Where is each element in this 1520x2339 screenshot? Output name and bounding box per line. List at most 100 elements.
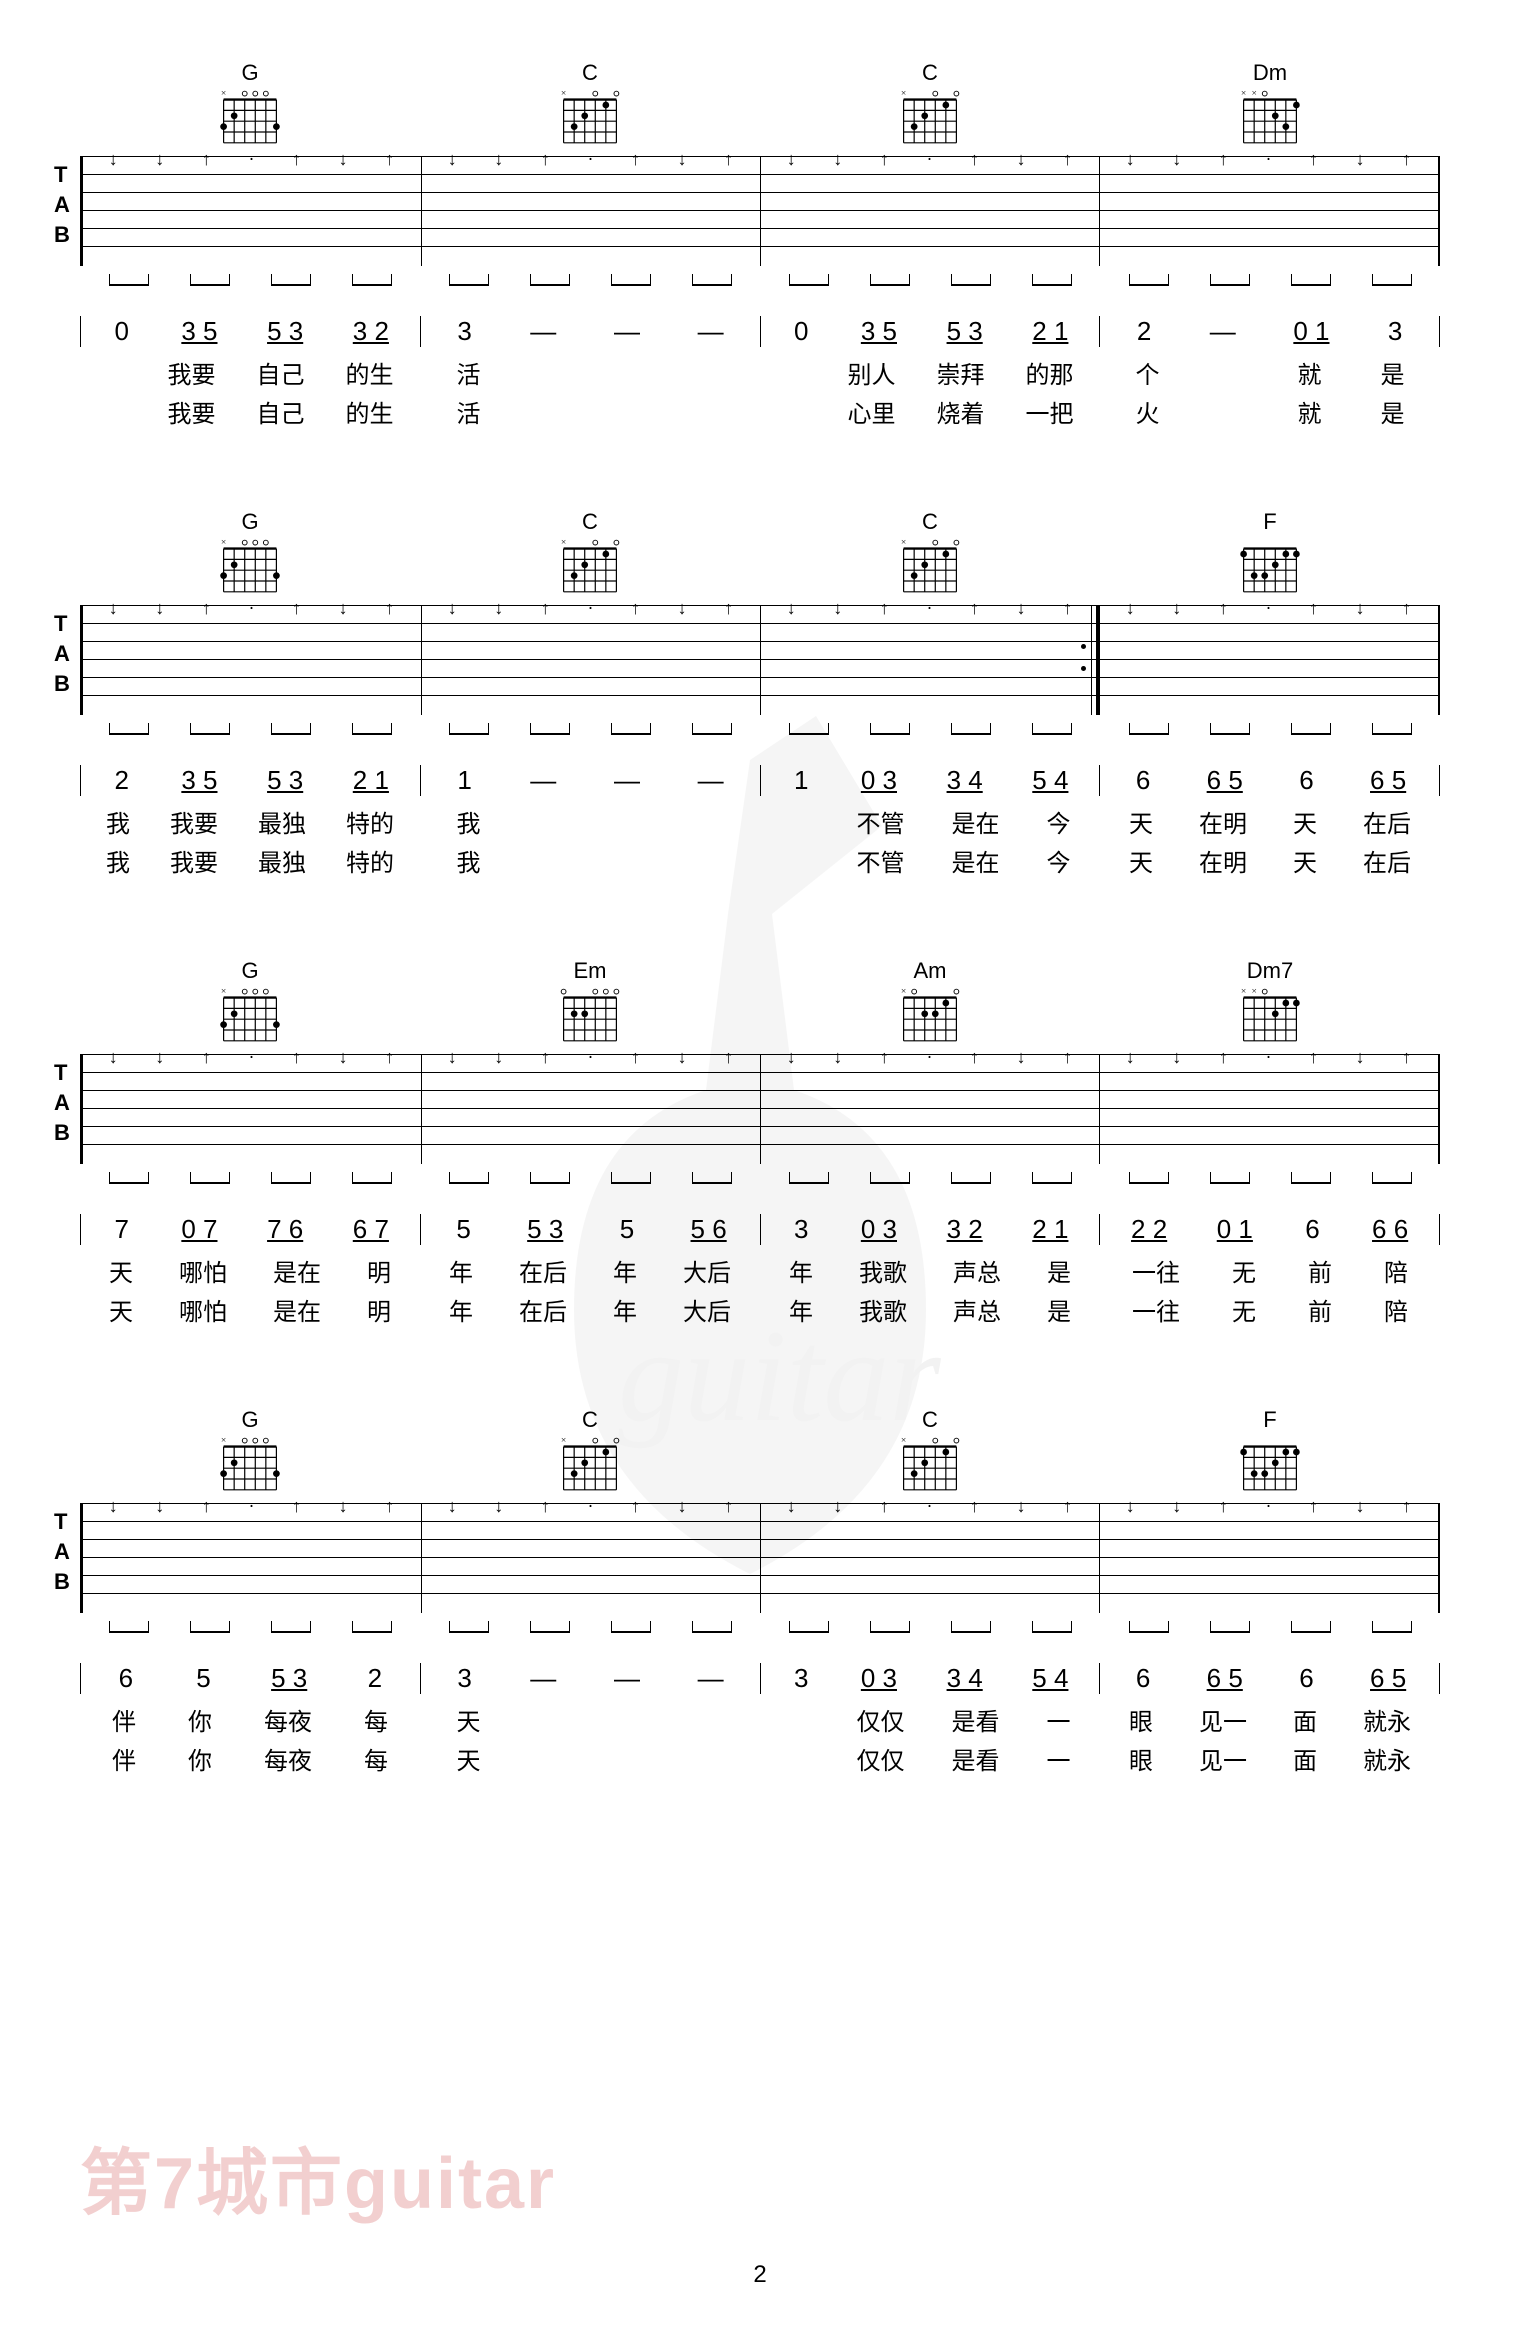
strum-arrow: ↓ <box>494 150 503 168</box>
lyric-syllable: 陪 <box>1384 1253 1408 1288</box>
strum-arrow: ↓ <box>109 599 118 617</box>
lyric-measure: 仅仅是看一 <box>760 1702 1100 1737</box>
strum-arrow: ↑ <box>541 1497 550 1515</box>
strum-arrow: ↓ <box>1172 1048 1181 1066</box>
measure: 3——— <box>421 1663 761 1694</box>
lyric-syllable: 无 <box>1232 1292 1256 1327</box>
lyric-syllable: 在明 <box>1199 843 1247 878</box>
lyric-syllable: 年 <box>789 1253 813 1288</box>
notation-note: 3 4 <box>947 765 983 796</box>
notation-note: — <box>698 1663 726 1694</box>
number-notation-row: 23 55 32 11———10 33 45 466 566 5 <box>80 765 1440 796</box>
lyric-measure: 年我歌声总是 <box>760 1292 1100 1327</box>
lyric-syllable <box>542 1702 562 1737</box>
strum-arrow: ↓ <box>448 150 457 168</box>
lyric-syllable: 就永 <box>1363 1702 1411 1737</box>
chord-diagram-C: C × <box>800 1407 1060 1497</box>
notation-note: — <box>614 316 642 347</box>
lyric-syllable <box>542 843 562 878</box>
strum-arrow: ↓ <box>787 1048 796 1066</box>
strum-arrow: ↓ <box>448 599 457 617</box>
lyric-syllable: 仅仅 <box>857 1702 905 1737</box>
strum-arrow: ↑ <box>880 1048 889 1066</box>
notation-note: 5 3 <box>267 765 303 796</box>
strum-arrow: ↓ <box>494 1497 503 1515</box>
strum-arrow: · <box>587 1497 593 1515</box>
chord-diagram-G: G × <box>120 60 380 150</box>
lyric-row: 我我要最独特的我 不管是在今天在明天在后 <box>80 804 1440 839</box>
strum-arrow: ↓ <box>109 1497 118 1515</box>
music-system: G × C × C × F TAB↓↓↑·↑↓↑↓↓↑·↑↓↑↓↓↑·↑↓↑↓↓… <box>80 1407 1440 1776</box>
strum-arrow: ↑ <box>292 1497 301 1515</box>
notation-note: 3 <box>791 1214 811 1245</box>
chord-name: Am <box>914 958 947 984</box>
strum-arrow: ↑ <box>724 1048 733 1066</box>
lyric-syllable <box>623 1741 643 1776</box>
lyric-syllable: 伴 <box>112 1741 136 1776</box>
notation-note: 6 6 <box>1372 1214 1408 1245</box>
notation-note: 5 3 <box>267 316 303 347</box>
beam-row <box>80 274 1440 286</box>
notation-note: 6 <box>1133 765 1153 796</box>
lyric-measure: 不管是在今 <box>760 804 1100 839</box>
lyric-measure: 别人崇拜的那 <box>760 355 1100 390</box>
chord-name: C <box>922 1407 938 1433</box>
tab-label-B: B <box>54 671 70 697</box>
strum-arrow: ↑ <box>724 150 733 168</box>
lyric-syllable: 是在 <box>273 1253 321 1288</box>
notation-note: 6 <box>1296 1663 1316 1694</box>
svg-text:×: × <box>221 90 226 99</box>
tab-label-A: A <box>54 192 70 218</box>
lyric-syllable: 无 <box>1232 1253 1256 1288</box>
lyric-syllable: 哪怕 <box>179 1292 227 1327</box>
strum-arrow: ↓ <box>1126 150 1135 168</box>
notation-note: 7 6 <box>267 1214 303 1245</box>
notation-note: 5 4 <box>1032 1663 1068 1694</box>
lyric-measure: 天哪怕是在明 <box>80 1253 420 1288</box>
lyric-syllable: 特的 <box>346 804 394 839</box>
lyric-syllable: 面 <box>1293 1741 1317 1776</box>
chord-diagram-C: C × <box>460 60 720 150</box>
lyric-measure: 年我歌声总是 <box>760 1253 1100 1288</box>
lyric-measure: 天在明天在后 <box>1100 843 1440 878</box>
tab-label-T: T <box>54 611 67 637</box>
strum-arrow: ↑ <box>724 599 733 617</box>
repeat-end-barline <box>1088 605 1100 715</box>
chord-row: G × Em Am × Dm7 ×× <box>80 958 1440 1048</box>
lyric-syllable: 就 <box>1298 355 1322 390</box>
notation-note: 7 <box>112 1214 132 1245</box>
strum-arrow: · <box>926 1048 932 1066</box>
strum-arrow: · <box>1265 599 1271 617</box>
notation-note: 1 <box>455 765 475 796</box>
chord-row: G × C × C × Dm ×× <box>80 60 1440 150</box>
notation-note: 2 1 <box>1032 316 1068 347</box>
chord-diagram-C: C × <box>460 509 720 599</box>
strum-arrow: ↓ <box>1126 1497 1135 1515</box>
lyric-syllable: 天 <box>109 1292 133 1327</box>
tab-staff: TAB↓↓↑·↑↓↑↓↓↑·↑↓↑↓↓↑·↑↓↑↓↓↑·↑↓↑ <box>80 1054 1440 1164</box>
strum-arrow: · <box>248 599 254 617</box>
watermark-text: 第7城市guitar <box>80 2124 556 2229</box>
notation-note: 5 <box>617 1214 637 1245</box>
strum-arrow: ↑ <box>202 1497 211 1515</box>
lyric-syllable: 一 <box>1047 1702 1071 1737</box>
notation-note: 6 5 <box>1207 765 1243 796</box>
strum-arrow: ↑ <box>724 1497 733 1515</box>
lyric-syllable <box>542 1741 562 1776</box>
lyric-syllable <box>542 394 562 429</box>
chord-diagram-Dm7: Dm7 ×× <box>1140 958 1400 1048</box>
chord-name: F <box>1263 509 1276 535</box>
strum-arrow: ↑ <box>1309 1048 1318 1066</box>
notation-note: 3 <box>455 1663 475 1694</box>
chord-diagram-G: G × <box>120 509 380 599</box>
strum-arrow: ↑ <box>292 1048 301 1066</box>
chord-name: G <box>241 958 258 984</box>
strum-arrow: · <box>926 150 932 168</box>
chord-name: C <box>922 60 938 86</box>
lyric-syllable: 见一 <box>1199 1741 1247 1776</box>
measure: 23 55 32 1 <box>80 765 421 796</box>
lyric-syllable: 就永 <box>1363 1741 1411 1776</box>
strum-arrow: ↓ <box>339 1048 348 1066</box>
tab-staff: TAB↓↓↑·↑↓↑↓↓↑·↑↓↑↓↓↑·↑↓↑↓↓↑·↑↓↑ <box>80 1503 1440 1613</box>
measure: 66 566 5 <box>1100 765 1440 796</box>
